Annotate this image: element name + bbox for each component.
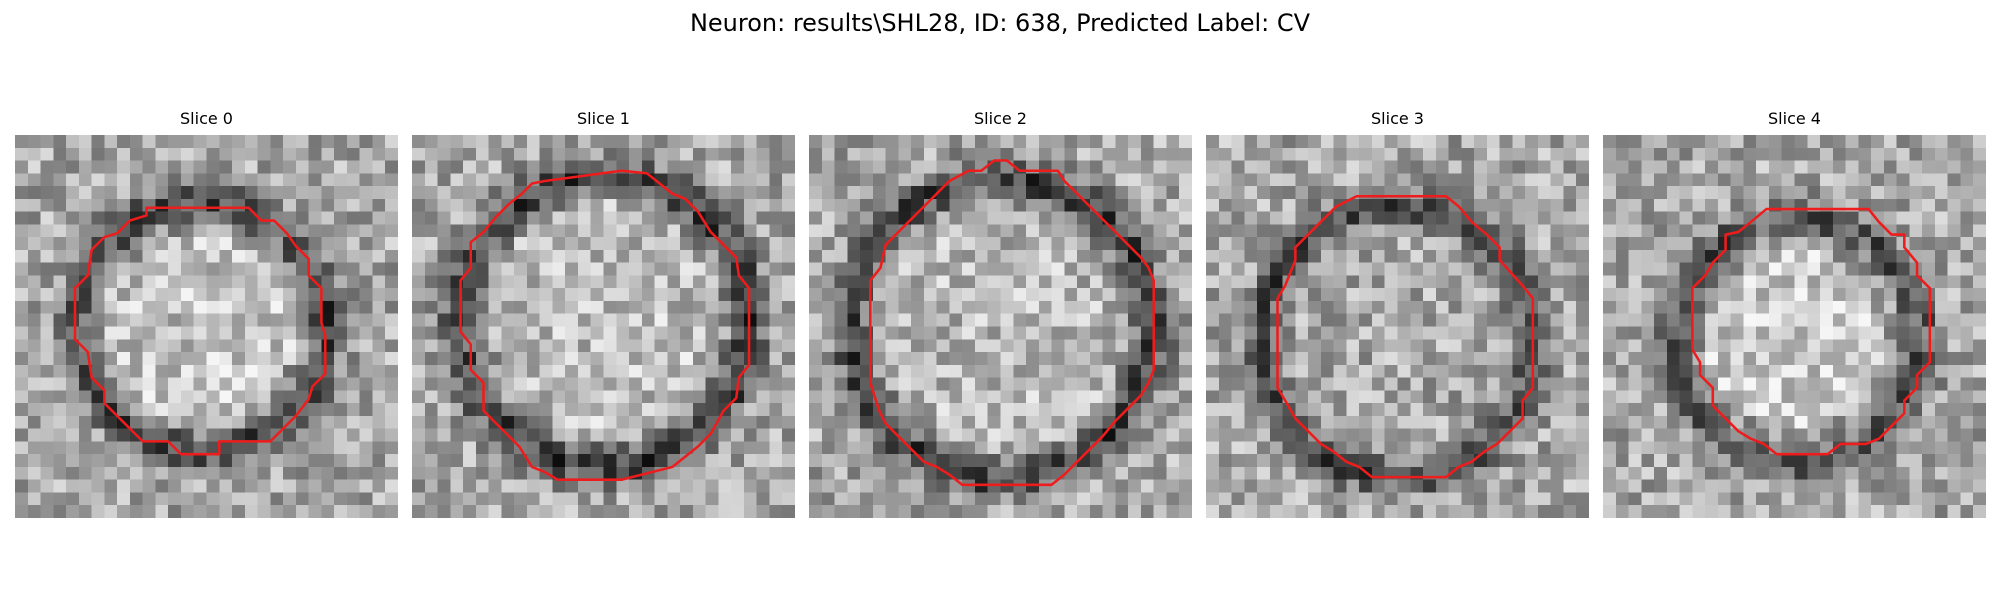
slice-panel-1: Slice 1 bbox=[412, 108, 795, 518]
slice-panel-3: Slice 3 bbox=[1206, 108, 1589, 518]
slice-panel-4: Slice 4 bbox=[1603, 108, 1986, 518]
slice-title: Slice 4 bbox=[1768, 109, 1821, 128]
figure-title: Neuron: results\SHL28, ID: 638, Predicte… bbox=[689, 9, 1311, 37]
slice-image-2 bbox=[809, 135, 1192, 518]
slice-image-0 bbox=[15, 135, 398, 518]
neuron-contour bbox=[869, 159, 1155, 487]
pixel-grid bbox=[809, 135, 1192, 518]
slice-title: Slice 2 bbox=[974, 109, 1027, 128]
neuron-contour bbox=[1276, 195, 1535, 479]
slice-image-1 bbox=[412, 135, 795, 518]
slice-title: Slice 0 bbox=[180, 109, 233, 128]
slice-title: Slice 1 bbox=[577, 109, 630, 128]
slice-title: Slice 3 bbox=[1371, 109, 1424, 128]
slice-image-4 bbox=[1603, 135, 1986, 518]
pixel-grid bbox=[1206, 135, 1589, 518]
pixel-grid bbox=[412, 135, 795, 518]
pixel-grid bbox=[15, 135, 398, 518]
neuron-contour bbox=[73, 206, 327, 456]
slice-panel-0: Slice 0 bbox=[15, 108, 398, 518]
slice-panel-2: Slice 2 bbox=[809, 108, 1192, 518]
slice-image-3 bbox=[1206, 135, 1589, 518]
pixel-grid bbox=[1603, 135, 1986, 518]
neuron-contour bbox=[1691, 207, 1932, 456]
neuron-contour bbox=[459, 169, 751, 481]
